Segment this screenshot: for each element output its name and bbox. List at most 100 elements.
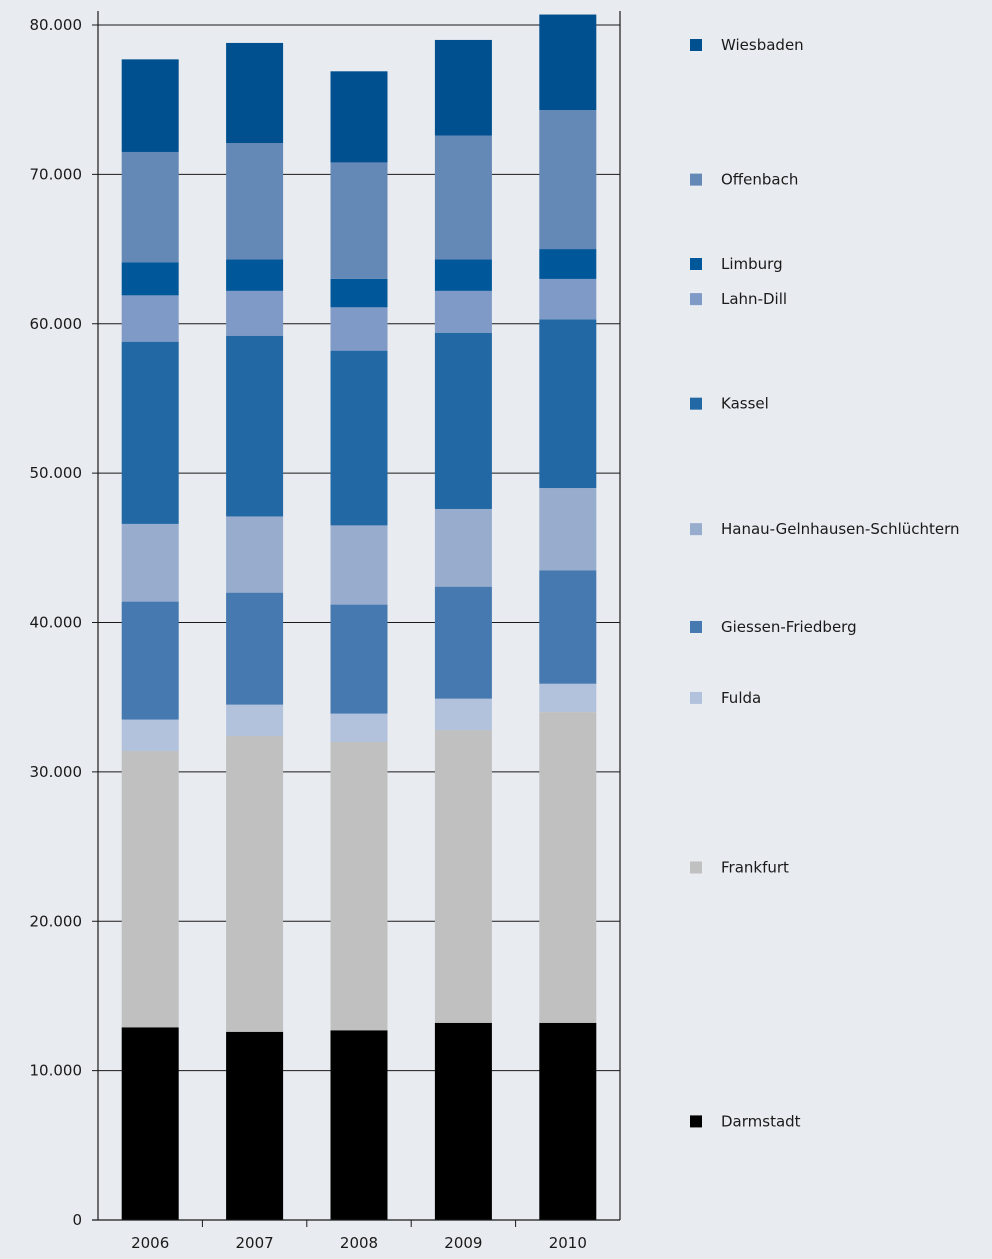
x-tick-label: 2008: [340, 1234, 378, 1252]
legend-label: Wiesbaden: [721, 36, 804, 54]
x-tick-label: 2007: [236, 1234, 274, 1252]
legend-item: Kassel: [690, 395, 769, 413]
y-tick-label: 30.000: [30, 763, 83, 781]
bars: [121, 14, 597, 1220]
bar-segment: [226, 1031, 284, 1220]
bar-segment: [434, 332, 492, 509]
x-tick-labels: 2006 2007 2008 2009 2010: [131, 1234, 587, 1252]
bar-segment: [434, 698, 492, 731]
y-tick-label: 10.000: [30, 1062, 83, 1080]
legend-item: Limburg: [690, 255, 783, 273]
bar-segment: [330, 278, 388, 308]
bar-segment: [330, 604, 388, 714]
bar-segment: [330, 71, 388, 163]
bar-segment: [539, 110, 597, 250]
legend-item: Lahn-Dill: [690, 290, 787, 308]
legend-label: Offenbach: [721, 171, 798, 189]
bar-segment: [539, 712, 597, 1023]
bar-segment: [330, 307, 388, 351]
y-tick-label: 80.000: [30, 16, 83, 34]
x-tick-label: 2009: [444, 1234, 482, 1252]
bar-segment: [226, 143, 284, 260]
legend-label: Hanau-Gelnhausen-Schlüchtern: [721, 520, 960, 538]
legend: Darmstadt Frankfurt Fulda Giessen-Friedberg…: [690, 36, 960, 1130]
y-tick-labels: 0 10.000 20.000 30.000 40.000 50.000 60.000 70.…: [30, 16, 83, 1229]
bar-segment: [121, 151, 179, 263]
bar-segment: [121, 750, 179, 1028]
bar-segment: [226, 516, 284, 593]
y-tick-label: 60.000: [30, 315, 83, 333]
bar-segment: [121, 601, 179, 720]
legend-swatch: [690, 1115, 702, 1128]
y-tick-label: 70.000: [30, 165, 83, 183]
bar-segment: [539, 683, 597, 713]
bar-segment: [121, 59, 179, 152]
bar-segment: [434, 259, 492, 291]
bar-segment: [539, 249, 597, 279]
bar-segment: [330, 350, 388, 526]
bar-segment: [434, 1022, 492, 1220]
legend-item: Offenbach: [690, 171, 798, 189]
bar-segment: [330, 525, 388, 605]
legend-item: Wiesbaden: [690, 36, 804, 54]
bar-segment: [121, 295, 179, 342]
legend-item: Hanau-Gelnhausen-Schlüchtern: [690, 520, 960, 538]
legend-item: Frankfurt: [690, 858, 789, 876]
bar-segment: [539, 1022, 597, 1220]
bar-segment: [434, 39, 492, 136]
bar-segment: [330, 742, 388, 1031]
bar-segment: [434, 290, 492, 333]
legend-swatch: [690, 258, 702, 270]
bar-segment: [539, 14, 597, 111]
legend-swatch: [690, 691, 702, 704]
y-tick-label: 50.000: [30, 464, 83, 482]
bar-segment: [226, 736, 284, 1032]
bar-segment: [434, 135, 492, 260]
bar-segment: [121, 341, 179, 524]
bar-segment: [330, 162, 388, 279]
bar-segment: [434, 730, 492, 1023]
legend-label: Lahn-Dill: [721, 290, 787, 308]
bar-segment: [121, 262, 179, 296]
bar-segment: [226, 259, 284, 291]
bar-segment: [539, 570, 597, 684]
y-tick-label: 20.000: [30, 912, 83, 930]
legend-label: Limburg: [721, 255, 783, 273]
bar-segment: [226, 42, 284, 144]
axes: [92, 11, 621, 1227]
bar-segment: [539, 278, 597, 320]
legend-item: Giessen-Friedberg: [690, 618, 857, 636]
bar-segment: [226, 290, 284, 336]
bar-segment: [539, 319, 597, 489]
bar-segment: [121, 1027, 179, 1220]
legend-swatch: [690, 620, 702, 633]
legend-label: Frankfurt: [721, 858, 789, 876]
bar-segment: [226, 335, 284, 517]
x-tick-label: 2010: [549, 1234, 587, 1252]
legend-item: Fulda: [690, 689, 761, 707]
legend-swatch: [690, 523, 702, 536]
bar-segment: [226, 704, 284, 737]
legend-swatch: [690, 397, 702, 410]
bar-segment: [330, 1030, 388, 1220]
bar-segment: [121, 719, 179, 751]
y-tick-label: 40.000: [30, 614, 83, 632]
legend-swatch: [690, 293, 702, 306]
legend-label: Fulda: [721, 689, 761, 707]
legend-swatch: [690, 39, 702, 51]
legend-label: Kassel: [721, 395, 769, 413]
legend-swatch: [690, 173, 702, 186]
legend-swatch: [690, 861, 702, 874]
bar-segment: [434, 586, 492, 699]
y-tick-label: 0: [72, 1211, 82, 1229]
legend-label: Darmstadt: [721, 1112, 801, 1130]
legend-label: Giessen-Friedberg: [721, 618, 857, 636]
bar-segment: [121, 523, 179, 602]
bar-segment: [226, 592, 284, 705]
bar-segment: [539, 488, 597, 571]
bar-segment: [330, 713, 388, 742]
x-tick-label: 2006: [131, 1234, 169, 1252]
bar-segment: [434, 508, 492, 587]
legend-item: Darmstadt: [690, 1112, 801, 1130]
